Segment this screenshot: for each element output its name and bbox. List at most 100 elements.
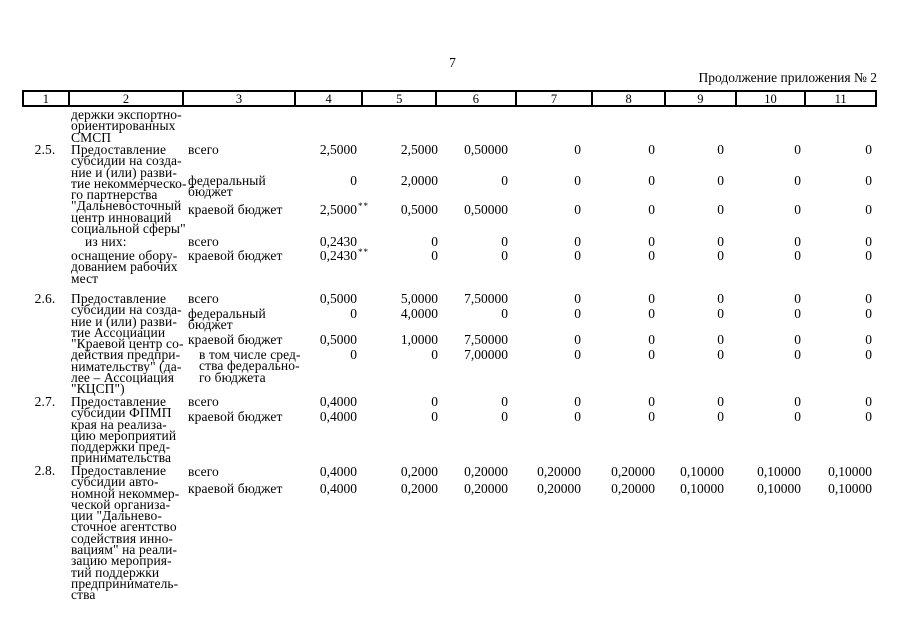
table-cell-value: 0,5000 [319, 291, 357, 306]
row-label: всего [188, 464, 219, 479]
table-cell-value: 0 [501, 409, 508, 424]
table-cell-value: 0 [648, 332, 655, 347]
table-cell-value: 0,10000 [757, 481, 801, 496]
table-cell-value: 0 [794, 394, 801, 409]
table-cell-value: 0 [794, 173, 801, 188]
item-number: 2.8. [34, 463, 56, 478]
table-cell-value: 0 [574, 142, 581, 157]
table-cell-value: 0 [431, 409, 438, 424]
column-header: 7 [517, 92, 594, 105]
table-cell-value: 4,0000 [400, 306, 438, 321]
table-cell-value: 0,5000 [400, 202, 438, 217]
table-cell-value: 0,50000 [464, 202, 508, 217]
column-header: 11 [834, 91, 847, 106]
table-cell-value: 0,20000 [537, 481, 581, 496]
row-label: краевой бюджет [188, 481, 283, 496]
table-cell-value: 0 [648, 291, 655, 306]
table-cell-value: 0 [865, 347, 872, 362]
item-description: оснащение обору- дованием рабочих мест [71, 248, 178, 286]
table-cell-value: 0 [865, 142, 872, 157]
table-cell-value: 7,50000 [464, 332, 508, 347]
table-cell-value: 0 [648, 347, 655, 362]
table-cell-value: 5,0000 [400, 291, 438, 306]
row-label: всего [188, 291, 219, 306]
table-cell-value: 0 [574, 394, 581, 409]
table-cell-value: 0 [794, 234, 801, 249]
table-cell-value: 0 [431, 234, 438, 249]
row-label: краевой бюджет [188, 332, 283, 347]
table-cell-value: 0 [717, 306, 724, 321]
table-cell-value: 0 [717, 394, 724, 409]
table-cell-value: 0,10000 [680, 481, 724, 496]
row-label: краевой бюджет [188, 248, 283, 263]
table-cell-value: 0,10000 [828, 464, 872, 479]
table-cell-value: 0 [717, 347, 724, 362]
row-label: всего [188, 142, 219, 157]
table-cell-value: 0 [350, 347, 357, 362]
column-header: 5 [363, 92, 438, 105]
table-cell-value: 0 [794, 347, 801, 362]
item-number: 2.6. [34, 291, 56, 306]
row-label: федеральный бюджет [188, 173, 266, 200]
table-cell-value: 0,4000 [319, 409, 357, 424]
table-cell-value: 0,20000 [611, 481, 655, 496]
table-cell-value: 0 [648, 306, 655, 321]
table-cell-value: 0 [865, 291, 872, 306]
table-cell-value: 0 [350, 173, 357, 188]
table-cell-value: 0,20000 [464, 464, 508, 479]
table-cell-value: 0 [865, 306, 872, 321]
table-cell-value: 0 [648, 394, 655, 409]
table-cell-value: 7,00000 [464, 347, 508, 362]
row-label: всего [188, 394, 219, 409]
table-cell-value: 0 [717, 142, 724, 157]
continuation-note: Продолжение приложения № 2 [698, 70, 877, 85]
table-cell-value: 0 [865, 332, 872, 347]
table-cell-value: 0 [574, 306, 581, 321]
table-cell-value: 0 [794, 291, 801, 306]
table-cell-value: 0 [350, 306, 357, 321]
table-cell-value: 0 [501, 234, 508, 249]
table-cell-value: 0 [717, 291, 724, 306]
item-description: Предоставление субсидии на созда- ние и … [71, 291, 184, 397]
row-label: краевой бюджет [188, 409, 283, 424]
column-header: 6 [437, 92, 517, 105]
page-number: 7 [449, 55, 456, 70]
table-cell-value: 0 [717, 409, 724, 424]
row-label: всего [188, 234, 219, 249]
table-cell-value: 0 [794, 306, 801, 321]
row-label: федеральный бюджет [188, 306, 266, 333]
table-cell-value: 0,4000 [319, 481, 357, 496]
table-cell-value: 7,50000 [464, 291, 508, 306]
table-cell-value: 0,2430 [319, 234, 357, 249]
footnote-marker: ** [358, 247, 369, 257]
footnote-marker: ** [358, 201, 369, 211]
table-cell-value: 0 [648, 409, 655, 424]
column-header: 3 [184, 92, 296, 105]
table-cell-value: 0 [431, 347, 438, 362]
table-cell-value: 0,2000 [400, 481, 438, 496]
table-cell-value: 0 [648, 142, 655, 157]
item-description-carryover: держки экспортно- ориентированных СМСП [71, 107, 182, 145]
column-header: 1 [24, 92, 70, 105]
table-cell-value: 0 [794, 409, 801, 424]
row-label: краевой бюджет [188, 202, 283, 217]
table-cell-value: 0 [717, 332, 724, 347]
table-cell-value: 0 [794, 248, 801, 263]
table-cell-value: 0 [501, 248, 508, 263]
table-cell-value: 0,4000 [319, 394, 357, 409]
table-cell-value: 0,4000 [319, 464, 357, 479]
table-cell-value: 0 [717, 234, 724, 249]
table-cell-value: 0 [648, 173, 655, 188]
table-cell-value: 0 [865, 409, 872, 424]
column-header: 2 [70, 92, 185, 105]
table-cell-value: 0 [717, 248, 724, 263]
table-cell-value: 0 [574, 248, 581, 263]
table-cell-value: 0,10000 [828, 481, 872, 496]
table-cell-value: 1,0000 [400, 332, 438, 347]
table-cell-value: 0 [794, 142, 801, 157]
table-cell-value: 0,5000 [319, 332, 357, 347]
table-header-row: 1 2 3 4 5 6 7 8 9 10 11 [22, 90, 877, 107]
table-cell-value: 0 [648, 248, 655, 263]
table-cell-value: 0 [574, 291, 581, 306]
